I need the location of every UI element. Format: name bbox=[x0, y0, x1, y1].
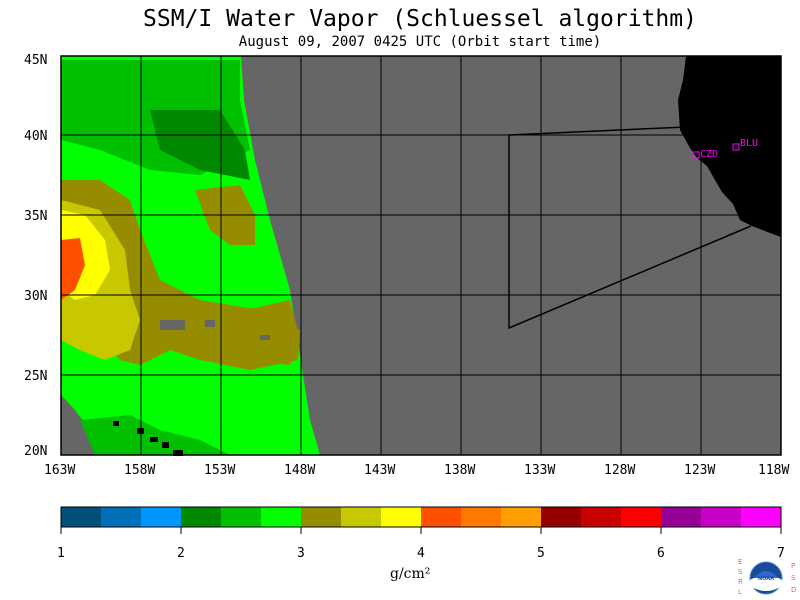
lon-label: 133W bbox=[524, 463, 555, 478]
colorbar-swatch bbox=[541, 507, 581, 527]
colorbar-swatch bbox=[141, 507, 181, 527]
colorbar-swatch bbox=[461, 507, 501, 527]
colorbar-swatch bbox=[581, 507, 621, 527]
lat-label: 45N bbox=[24, 53, 47, 68]
noaa-logo-text: NOAA bbox=[758, 576, 774, 582]
lat-label: 30N bbox=[24, 289, 47, 304]
map-title: SSM/I Water Vapor (Schluessel algorithm) bbox=[143, 6, 697, 32]
colorbar-swatch bbox=[261, 507, 301, 527]
longitude-labels: 163W 158W 153W 148W 143W 138W 133W 128W … bbox=[44, 463, 789, 478]
colorbar-swatch bbox=[621, 507, 661, 527]
colorbar-swatch bbox=[181, 507, 221, 527]
colorbar-tick-label: 7 bbox=[777, 546, 785, 561]
map-border bbox=[60, 55, 782, 456]
svg-text:P: P bbox=[791, 562, 795, 570]
colorbar-ticks bbox=[60, 527, 782, 534]
lon-label: 138W bbox=[444, 463, 475, 478]
lat-label: 40N bbox=[24, 129, 47, 144]
station-czd-label: CZD bbox=[700, 149, 718, 160]
colorbar-tick-labels: 1 2 3 4 5 6 7 bbox=[57, 546, 785, 561]
data-swath bbox=[61, 56, 320, 455]
latitude-labels: 45N 40N 35N 30N 25N 20N bbox=[24, 53, 47, 459]
domain-outline-top bbox=[508, 126, 687, 136]
colorbar bbox=[61, 507, 781, 527]
colorbar-swatch bbox=[341, 507, 381, 527]
svg-text:S: S bbox=[791, 574, 796, 582]
lon-label: 148W bbox=[284, 463, 315, 478]
colorbar-tick-label: 5 bbox=[537, 546, 545, 561]
lon-label: 158W bbox=[124, 463, 155, 478]
lon-label: 123W bbox=[684, 463, 715, 478]
colorbar-swatch bbox=[701, 507, 741, 527]
colorbar-tick-label: 6 bbox=[657, 546, 665, 561]
map-gridlines bbox=[61, 56, 781, 455]
domain-outline bbox=[508, 135, 752, 330]
colorbar-swatch bbox=[221, 507, 261, 527]
colorbar-tick-label: 2 bbox=[177, 546, 185, 561]
colorbar-swatch bbox=[421, 507, 461, 527]
colorbar-swatch bbox=[101, 507, 141, 527]
colorbar-swatch bbox=[381, 507, 421, 527]
noaa-esrl-psd-logo: E S R L NOAA P S D bbox=[738, 558, 796, 596]
svg-text:R: R bbox=[738, 578, 743, 586]
lon-label: 153W bbox=[204, 463, 235, 478]
lon-label: 143W bbox=[364, 463, 395, 478]
lon-label: 118W bbox=[758, 463, 789, 478]
north-america-land bbox=[678, 56, 781, 237]
station-blu: BLU bbox=[732, 138, 758, 151]
colorbar-tick-label: 1 bbox=[57, 546, 65, 561]
svg-text:D: D bbox=[791, 586, 796, 594]
lon-label: 163W bbox=[44, 463, 75, 478]
svg-text:S: S bbox=[738, 568, 743, 576]
map-subtitle: August 09, 2007 0425 UTC (Orbit start ti… bbox=[238, 34, 602, 50]
colorbar-swatch bbox=[741, 507, 781, 527]
station-czd: CZD bbox=[692, 149, 718, 160]
colorbar-swatch bbox=[61, 507, 101, 527]
colorbar-units: g/cm² bbox=[390, 566, 431, 582]
lat-label: 20N bbox=[24, 444, 47, 459]
svg-text:E: E bbox=[738, 558, 742, 566]
colorbar-swatch bbox=[501, 507, 541, 527]
colorbar-swatch bbox=[661, 507, 701, 527]
lat-label: 25N bbox=[24, 369, 47, 384]
colorbar-tick-label: 3 bbox=[297, 546, 305, 561]
lon-label: 128W bbox=[604, 463, 635, 478]
colorbar-tick-label: 4 bbox=[417, 546, 425, 561]
lat-label: 35N bbox=[24, 209, 47, 224]
station-blu-label: BLU bbox=[740, 138, 758, 149]
svg-text:L: L bbox=[738, 588, 742, 596]
colorbar-swatch bbox=[301, 507, 341, 527]
